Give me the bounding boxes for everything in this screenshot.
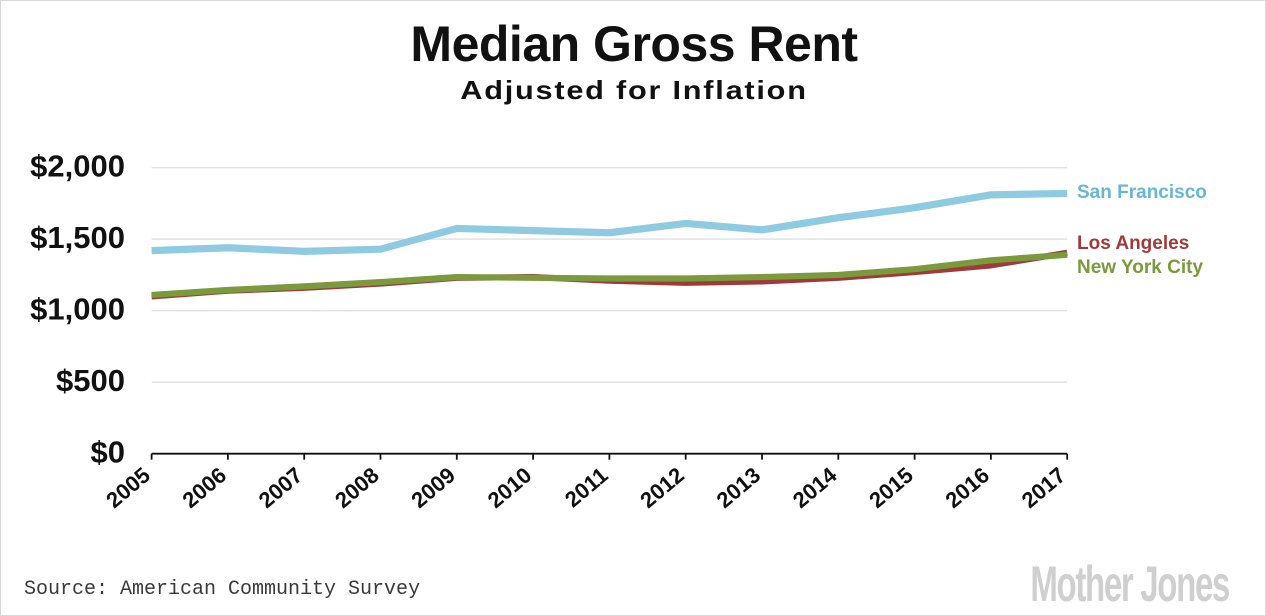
svg-text:2013: 2013 xyxy=(712,462,766,513)
svg-text:$2,000: $2,000 xyxy=(30,149,125,184)
svg-text:$1,500: $1,500 xyxy=(30,220,125,255)
svg-text:2005: 2005 xyxy=(101,462,155,513)
svg-text:2015: 2015 xyxy=(864,462,918,513)
svg-text:2011: 2011 xyxy=(560,462,613,512)
svg-text:2007: 2007 xyxy=(254,462,308,513)
svg-text:2010: 2010 xyxy=(483,462,537,513)
svg-text:2016: 2016 xyxy=(941,462,995,513)
svg-text:2014: 2014 xyxy=(788,462,842,513)
svg-text:2017: 2017 xyxy=(1017,462,1071,513)
svg-text:$500: $500 xyxy=(56,363,125,398)
svg-text:2009: 2009 xyxy=(406,462,460,513)
svg-text:2006: 2006 xyxy=(178,462,232,513)
svg-text:$0: $0 xyxy=(91,435,125,470)
svg-text:$1,000: $1,000 xyxy=(30,292,125,327)
svg-text:2012: 2012 xyxy=(635,462,689,513)
svg-text:2008: 2008 xyxy=(330,462,384,513)
